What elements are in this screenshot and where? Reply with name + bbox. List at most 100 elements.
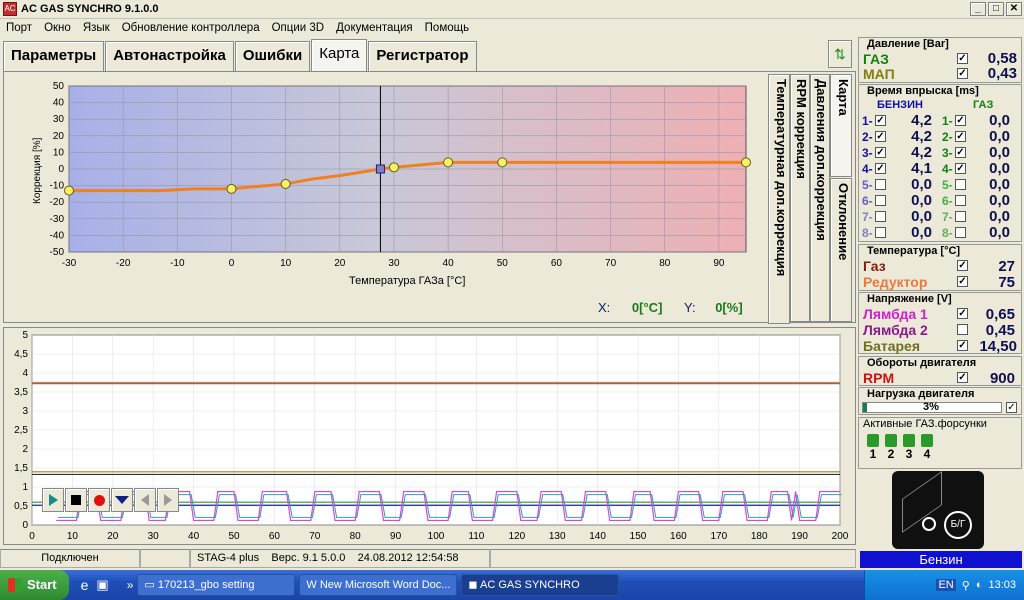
tab-parameters[interactable]: Параметры <box>3 41 105 71</box>
petrol-injector-checkbox[interactable]: ✓ <box>875 163 886 174</box>
map-point[interactable] <box>443 157 454 168</box>
gas-injector-checkbox[interactable]: ✓ <box>955 115 966 126</box>
task-folder[interactable]: ▭ 170213_gbo setting <box>137 574 296 596</box>
map-xtick-label: 80 <box>659 258 671 269</box>
petrol-injector-checkbox[interactable] <box>875 179 886 190</box>
injection-row: 4- ✓ 4,1 4- ✓ 0,0 <box>862 160 1010 177</box>
gas-injector-checkbox[interactable]: ✓ <box>955 131 966 142</box>
rpm-checkbox[interactable]: ✓ <box>957 372 968 383</box>
gas-injector-checkbox[interactable] <box>955 227 966 238</box>
petrol-injector-checkbox[interactable]: ✓ <box>875 131 886 142</box>
temp-reducer-checkbox[interactable]: ✓ <box>957 276 968 287</box>
tray-volume-icon[interactable]: ◐ <box>975 579 983 591</box>
rec-xtick-label: 190 <box>791 531 808 542</box>
menu-3d-options[interactable]: Опции 3D <box>271 22 325 34</box>
petrol-header: БЕНЗИН <box>877 99 923 111</box>
map-selected-point[interactable] <box>375 164 385 174</box>
status-bar: Подключен STAG-4 plus Верс. 9.1 5.0.0 24… <box>0 549 856 569</box>
petrol-injector-value: 0,0 <box>911 176 932 193</box>
quicklaunch-more-icon[interactable]: » <box>126 578 134 592</box>
temp-gas-label: Газ <box>863 258 886 274</box>
vtab-pressure-correction[interactable]: Давления доп.коррекция <box>810 74 830 322</box>
prev-button[interactable] <box>134 488 156 512</box>
pressure-map-checkbox[interactable]: ✓ <box>957 68 968 79</box>
map-point[interactable] <box>388 162 399 173</box>
petrol-injector-checkbox[interactable] <box>875 211 886 222</box>
map-xtick-label: 50 <box>497 258 509 269</box>
temp-gas-checkbox[interactable]: ✓ <box>957 260 968 271</box>
task-word[interactable]: W New Microsoft Word Doc... <box>299 574 458 596</box>
status-ecu: STAG-4 plus <box>197 552 260 564</box>
map-point[interactable] <box>497 157 508 168</box>
petrol-injector-checkbox[interactable]: ✓ <box>875 115 886 126</box>
quicklaunch-explorer-icon[interactable]: ▣ <box>96 577 109 592</box>
gas-injector-checkbox[interactable] <box>955 195 966 206</box>
vtab-map[interactable]: Карта <box>830 74 852 177</box>
recorder-chart[interactable]: 5 4,5 4 3,5 3 2,5 2 1,5 1 0,5 00 10 20 30 40 50 60 70 80 90… <box>4 327 854 547</box>
gas-injector-label: 7- <box>942 209 953 224</box>
rec-xtick-label: 0 <box>29 531 35 542</box>
rec-xtick-label: 90 <box>390 531 402 542</box>
quicklaunch-ie-icon[interactable]: e <box>80 577 89 593</box>
gas-injector-checkbox[interactable]: ✓ <box>955 163 966 174</box>
vtab-temp-correction[interactable]: Температурная доп.коррекция <box>768 74 790 324</box>
tab-map[interactable]: Карта <box>311 39 368 71</box>
task-acgas[interactable]: ◼ AC GAS SYNCHRO <box>461 574 620 596</box>
map-ytick-label: 50 <box>53 81 65 92</box>
maximize-button[interactable]: □ <box>988 2 1004 16</box>
map-point[interactable] <box>280 178 291 189</box>
tab-recorder[interactable]: Регистратор <box>368 41 477 71</box>
gas-injector-value: 0,0 <box>989 192 1010 209</box>
tab-errors[interactable]: Ошибки <box>234 41 311 71</box>
play-button[interactable] <box>42 488 64 512</box>
close-button[interactable]: ✕ <box>1006 2 1022 16</box>
lambda1-checkbox[interactable]: ✓ <box>957 308 968 319</box>
vtab-rpm-correction[interactable]: RPM коррекция <box>790 74 810 322</box>
stop-button[interactable] <box>65 488 87 512</box>
next-button[interactable] <box>157 488 179 512</box>
menu-docs[interactable]: Документация <box>336 22 413 34</box>
start-button[interactable]: Start <box>0 570 69 600</box>
load-checkbox[interactable]: ✓ <box>1006 402 1017 413</box>
map-xtick-label: 90 <box>713 258 725 269</box>
injector-icon <box>921 434 933 447</box>
map-ytick-label: 10 <box>53 147 65 158</box>
lambda2-value: 0,45 <box>985 322 1015 339</box>
tray-network-icon[interactable]: ⚲ <box>961 579 970 592</box>
map-point[interactable] <box>64 185 74 196</box>
menu-update[interactable]: Обновление контроллера <box>121 22 260 34</box>
rec-xtick-label: 140 <box>589 531 606 542</box>
petrol-injector-checkbox[interactable]: ✓ <box>875 147 886 158</box>
gas-injector-value: 0,0 <box>989 160 1010 177</box>
rec-xtick-label: 160 <box>670 531 687 542</box>
language-indicator[interactable]: EN <box>936 579 956 591</box>
menu-language[interactable]: Язык <box>82 22 110 34</box>
petrol-injector-checkbox[interactable] <box>875 195 886 206</box>
minimize-button[interactable]: _ <box>970 2 986 16</box>
gas-injector-label: 3- <box>942 145 953 160</box>
map-point[interactable] <box>741 157 751 168</box>
sync-button[interactable]: ⇅ <box>828 40 852 68</box>
battery-checkbox[interactable]: ✓ <box>957 340 968 351</box>
map-point[interactable] <box>226 183 237 194</box>
record-button[interactable] <box>88 488 110 512</box>
menu-port[interactable]: Порт <box>6 22 33 34</box>
petrol-injector-label: 4- <box>862 161 873 176</box>
gas-injector-checkbox[interactable] <box>955 179 966 190</box>
rec-ytick-label: 0,5 <box>14 501 28 512</box>
lambda2-checkbox[interactable] <box>957 324 968 335</box>
gas-injector-checkbox[interactable]: ✓ <box>955 147 966 158</box>
petrol-injector-checkbox[interactable] <box>875 227 886 238</box>
injector-1: 1 <box>867 434 879 461</box>
gas-injector-checkbox[interactable] <box>955 211 966 222</box>
load-bar-fill <box>863 403 868 412</box>
vtab-deviation[interactable]: Отклонение <box>830 178 852 322</box>
injector-icon <box>903 434 915 447</box>
tab-autotune[interactable]: Автонастройка <box>105 41 234 71</box>
fuel-switch[interactable]: Б/Г <box>892 470 984 549</box>
menu-window[interactable]: Окно <box>44 22 71 34</box>
pressure-gas-checkbox[interactable]: ✓ <box>957 53 968 64</box>
eject-button[interactable] <box>111 488 133 512</box>
menu-help[interactable]: Помощь <box>424 22 470 34</box>
